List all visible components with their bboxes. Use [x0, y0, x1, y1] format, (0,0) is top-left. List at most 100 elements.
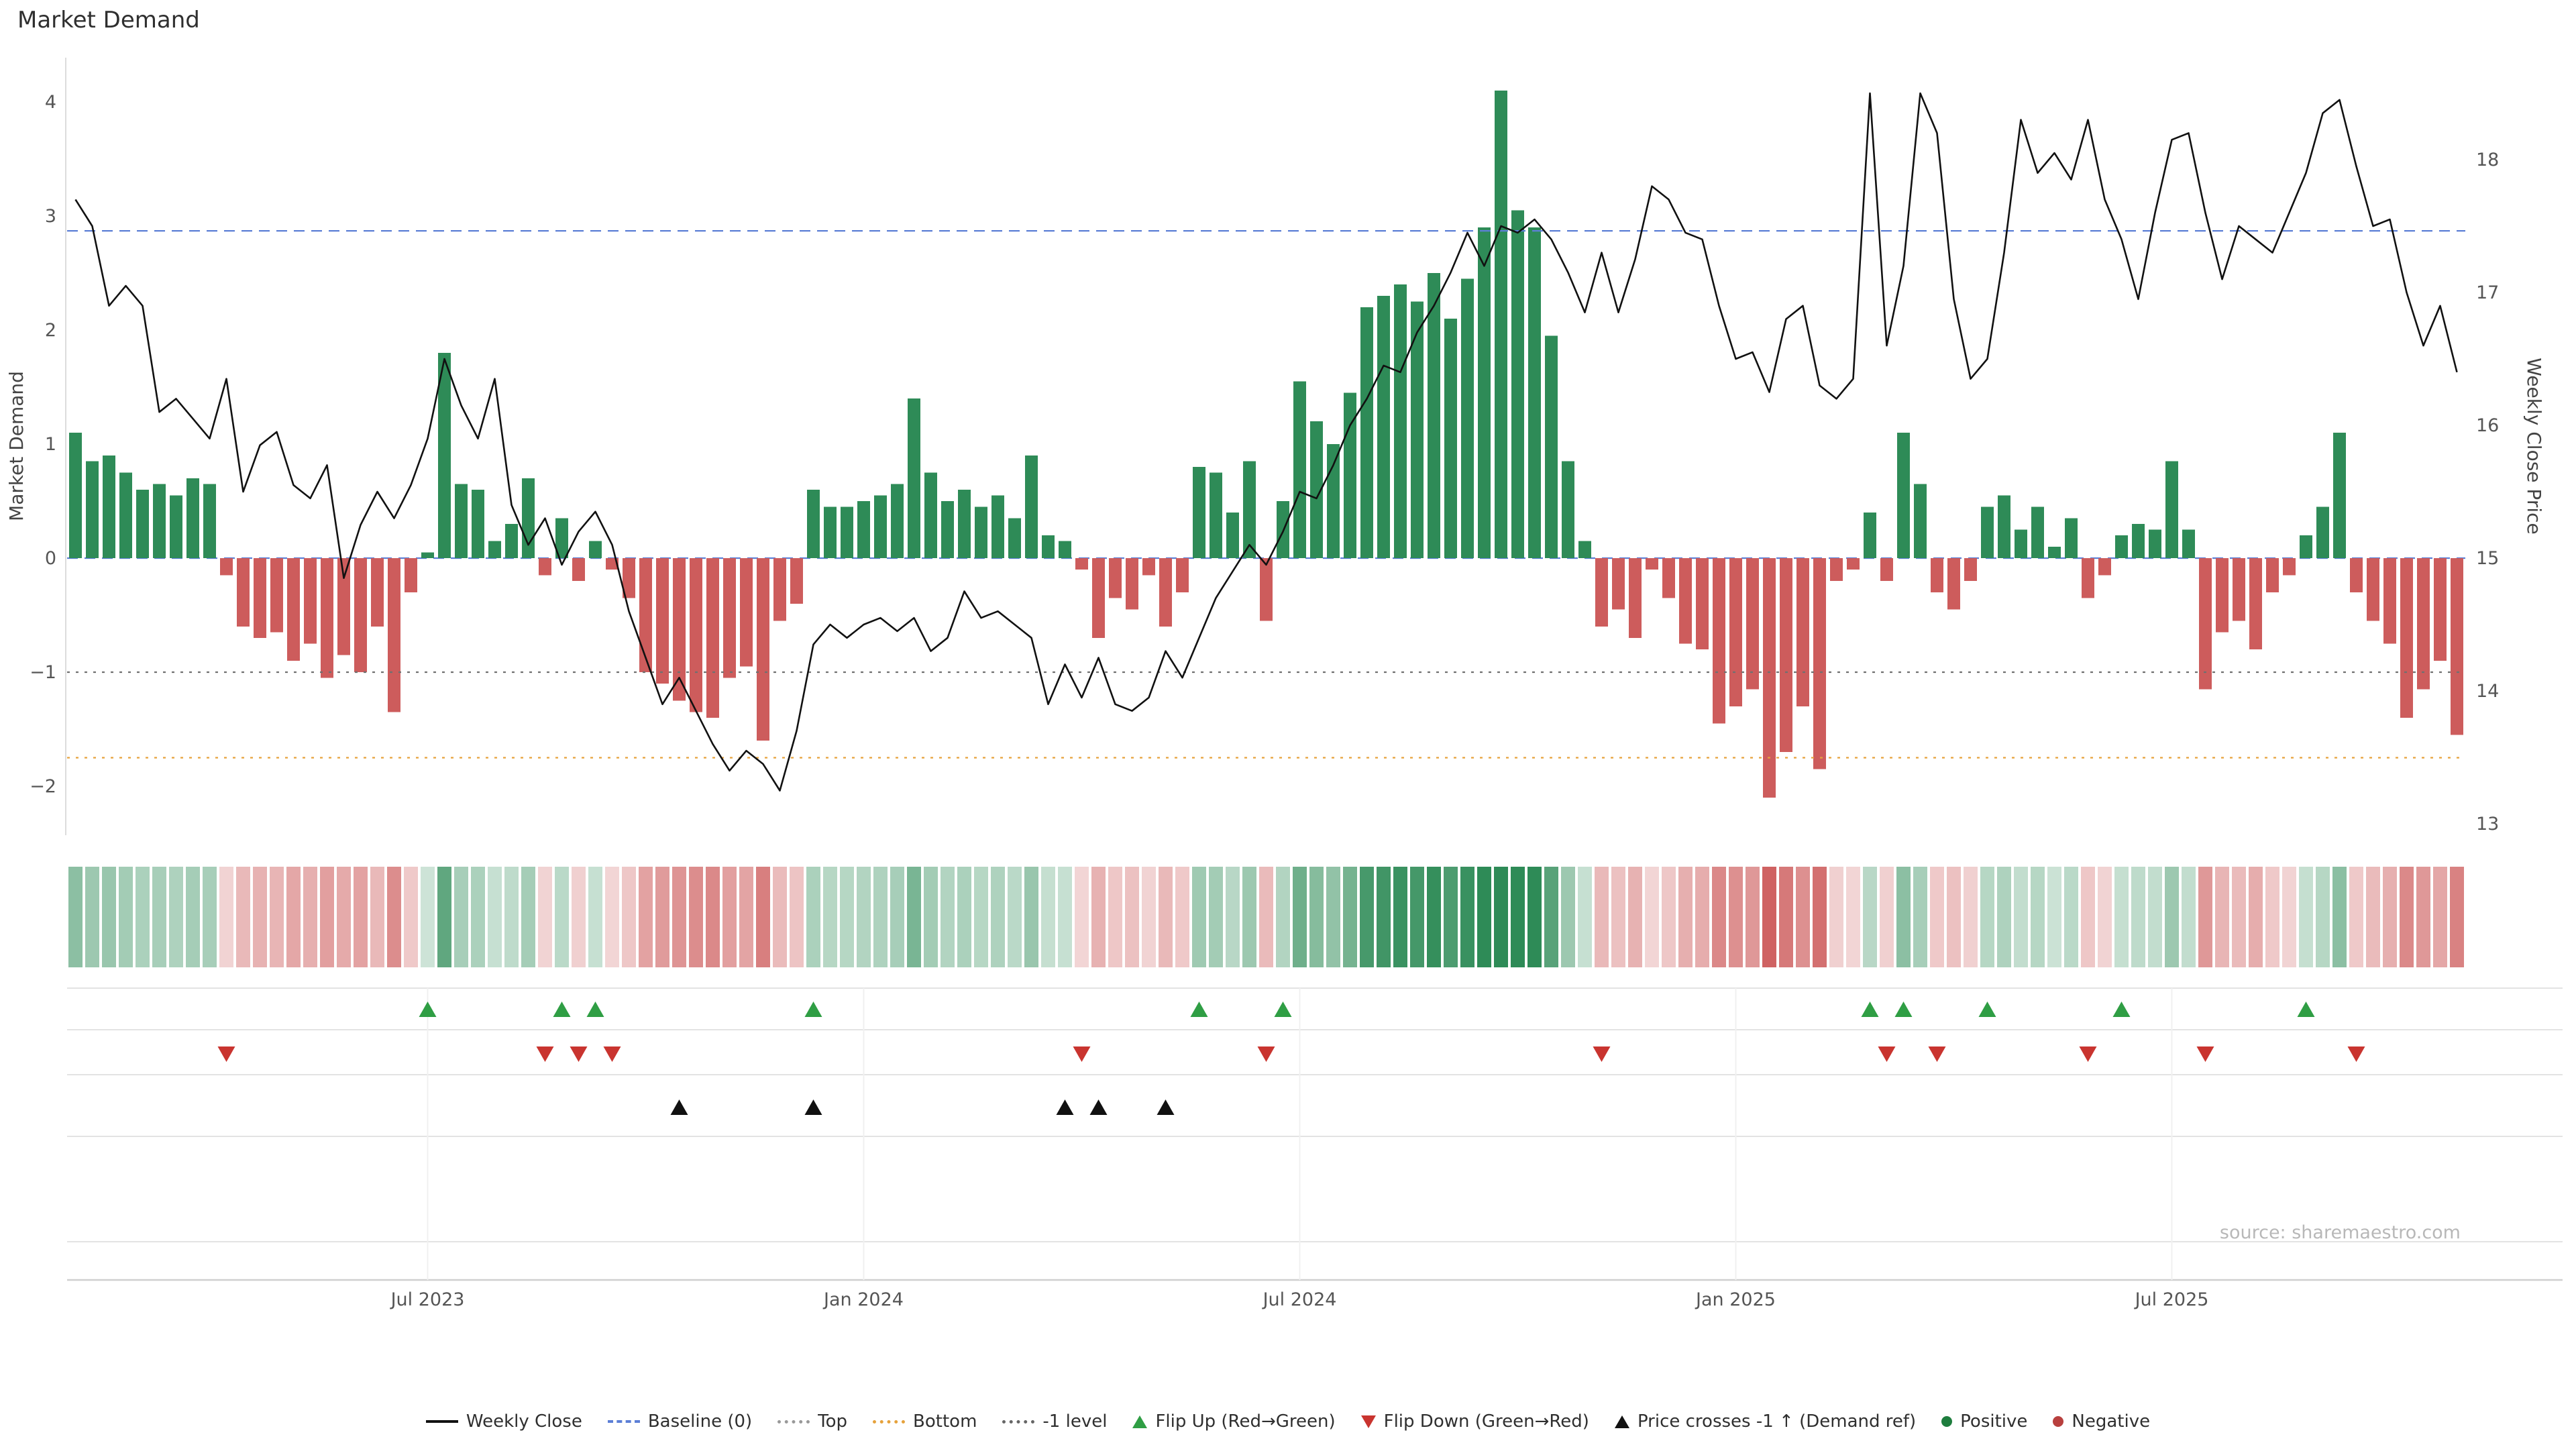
- demand-bar: [1780, 558, 1792, 752]
- heatmap-cell: [2416, 867, 2430, 967]
- demand-bar: [2098, 558, 2111, 576]
- flip-up-marker: [1861, 1002, 1879, 1017]
- heatmap-cell: [504, 867, 519, 967]
- demand-bar: [203, 484, 216, 558]
- demand-bar: [824, 506, 837, 558]
- demand-bar: [69, 433, 82, 558]
- demand-bar: [1193, 467, 1205, 558]
- legend-item: Weekly Close: [425, 1411, 582, 1432]
- heatmap-cell: [1209, 867, 1223, 967]
- heatmap-cell: [2299, 867, 2313, 967]
- demand-bar: [1092, 558, 1105, 638]
- demand-bar: [388, 558, 400, 712]
- heatmap-cell: [974, 867, 988, 967]
- demand-bar: [1059, 541, 1071, 558]
- flip-down-marker: [2196, 1046, 2214, 1062]
- demand-bar: [1461, 278, 1474, 558]
- heatmap-cell: [2400, 867, 2414, 967]
- heatmap-cell: [354, 867, 368, 967]
- heatmap-cell: [1226, 867, 1240, 967]
- demand-bar: [1176, 558, 1189, 592]
- source-caption: source: sharemaestro.com: [2220, 1222, 2461, 1243]
- demand-bar: [354, 558, 367, 672]
- legend-item: Price crosses -1 ↑ (Demand ref): [1614, 1411, 1916, 1432]
- heatmap-cell: [1343, 867, 1357, 967]
- heatmap-cell: [1544, 867, 1558, 967]
- legend-label: Top: [818, 1411, 848, 1432]
- demand-bar: [1796, 558, 1809, 706]
- heatmap-cell: [823, 867, 837, 967]
- demand-bar: [723, 558, 736, 678]
- price-cross-marker: [804, 1099, 822, 1115]
- demand-bar: [153, 484, 166, 558]
- legend-item: Negative: [2053, 1411, 2150, 1432]
- demand-bar: [1696, 558, 1709, 649]
- event-markers: [217, 1002, 2365, 1115]
- demand-bar: [1612, 558, 1625, 610]
- demand-bar: [2316, 506, 2329, 558]
- left-tick-label: 2: [45, 320, 56, 341]
- heatmap-cell: [1796, 867, 1810, 967]
- demand-bar: [1210, 472, 1222, 558]
- flip-up-marker: [419, 1002, 437, 1017]
- heatmap-cell: [303, 867, 317, 967]
- demand-bar: [472, 490, 484, 558]
- heatmap-cell: [437, 867, 451, 967]
- heatmap-cell: [1863, 867, 1877, 967]
- demand-bar: [555, 518, 568, 558]
- price-cross-marker: [1089, 1099, 1108, 1115]
- flip-down-marker: [603, 1046, 621, 1062]
- demand-bar: [1847, 558, 1860, 570]
- demand-bar: [1109, 558, 1122, 598]
- demand-bar: [371, 558, 384, 627]
- heatmap-cell: [924, 867, 938, 967]
- heatmap-cell: [2433, 867, 2447, 967]
- heatmap-cell: [907, 867, 921, 967]
- demand-bar: [2249, 558, 2262, 649]
- demand-bar: [2383, 558, 2396, 644]
- demand-bar: [2082, 558, 2094, 598]
- demand-bar: [639, 558, 652, 672]
- demand-bar: [2015, 529, 2027, 558]
- right-axis-title: Weekly Close Price: [2523, 358, 2545, 534]
- heatmap-cell: [722, 867, 737, 967]
- demand-bar: [86, 461, 99, 558]
- heatmap-cell: [2215, 867, 2229, 967]
- chart-legend: Weekly Close Baseline (0) Top Bottom -1 leve…: [0, 1411, 2576, 1432]
- dot-swatch-icon: [2053, 1416, 2064, 1427]
- demand-bar: [103, 455, 115, 558]
- demand-bar: [773, 558, 786, 621]
- demand-bar: [2417, 558, 2430, 690]
- demand-bar: [2233, 558, 2245, 621]
- heatmap-cell: [739, 867, 753, 967]
- heatmap-cell: [1980, 867, 1994, 967]
- heatmap-cell: [1678, 867, 1693, 967]
- demand-bar: [1008, 518, 1021, 558]
- heatmap-cell: [1041, 867, 1055, 967]
- heatmap-cell: [169, 867, 183, 967]
- demand-bar: [1981, 506, 1994, 558]
- demand-bar: [690, 558, 702, 712]
- heatmap-cell: [1242, 867, 1256, 967]
- heatmap-cell: [1762, 867, 1776, 967]
- demand-bar: [1629, 558, 1642, 638]
- demand-bar: [1864, 513, 1876, 558]
- demand-bar: [405, 558, 417, 592]
- heatmap-cell: [1008, 867, 1022, 967]
- heatmap-cell: [1326, 867, 1340, 967]
- dotted-line-swatch-icon: [1002, 1419, 1035, 1424]
- heatmap-cell: [253, 867, 267, 967]
- heatmap-cell: [672, 867, 686, 967]
- heatmap-cell: [2114, 867, 2129, 967]
- legend-item: Flip Up (Red→Green): [1132, 1411, 1336, 1432]
- x-tick-label: Jul 2025: [2134, 1289, 2209, 1310]
- demand-bar: [706, 558, 719, 718]
- heatmap-cell: [2014, 867, 2028, 967]
- demand-bar: [2065, 518, 2078, 558]
- line-swatch-icon: [425, 1420, 458, 1423]
- heatmap-cell: [2232, 867, 2246, 967]
- demand-bar: [2048, 547, 2061, 558]
- demand-bar: [1830, 558, 1843, 581]
- heatmap-cell: [706, 867, 720, 967]
- price-cross-marker: [1056, 1099, 1074, 1115]
